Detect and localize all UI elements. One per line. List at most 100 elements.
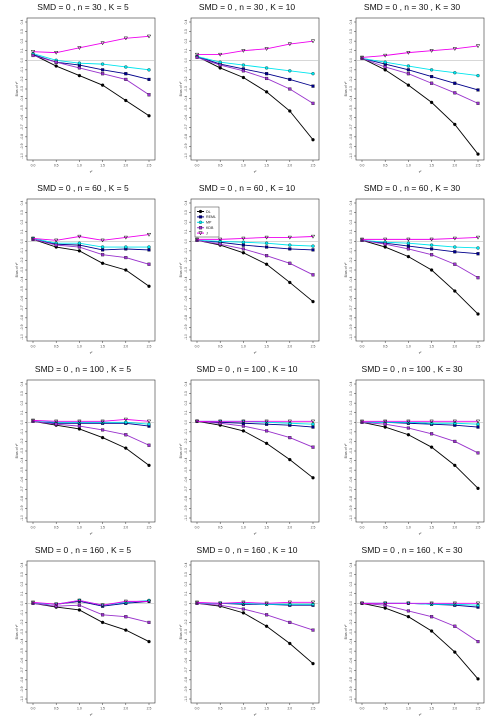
y-tick-label: -0.7	[20, 667, 24, 673]
x-tick-label: 2.5	[476, 526, 481, 530]
y-tick-label: -0.8	[20, 315, 24, 321]
marker-j	[429, 419, 434, 424]
y-tick-label: 0.1	[349, 410, 353, 415]
marker-reml	[198, 215, 203, 219]
series-line-kdb	[32, 55, 150, 96]
marker-dl	[124, 628, 128, 632]
panel-title: SMD = 0 , n = 100 , K = 30	[362, 364, 463, 374]
marker-j	[359, 237, 365, 242]
panel-title: SMD = 0 , n = 60 , K = 10	[199, 183, 295, 193]
x-tick-label: 1.0	[77, 526, 82, 530]
y-tick-label: 0.4	[184, 201, 188, 206]
marker-j	[194, 419, 200, 424]
marker-j	[30, 600, 36, 605]
x-axis-label: τ²	[90, 351, 93, 355]
marker-j	[452, 601, 457, 606]
marker-kdb	[288, 436, 292, 440]
marker-kdb	[383, 242, 387, 246]
y-tick-label: -0.8	[20, 677, 24, 683]
x-tick-label: 2.0	[452, 345, 457, 349]
y-axis-label: Bias of τ²	[15, 262, 19, 277]
y-tick-label: -0.2	[184, 76, 188, 82]
marker-kdb	[476, 276, 480, 280]
marker-dl	[383, 425, 387, 429]
x-tick-label: 1.5	[100, 164, 105, 168]
marker-mp	[476, 73, 480, 78]
x-tick-label: 2.0	[452, 526, 457, 530]
y-axis-label: Bias of τ²	[344, 443, 348, 458]
y-tick-label: -0.4	[184, 277, 188, 283]
x-axis-label: τ²	[90, 713, 93, 717]
plot-frame	[26, 17, 156, 161]
series-line-reml	[361, 239, 479, 255]
marker-j	[383, 53, 388, 58]
y-tick-label: -0.1	[349, 248, 353, 254]
x-tick-label: 0.0	[360, 707, 365, 711]
y-tick-label: -0.7	[184, 667, 188, 673]
series-line-dl	[32, 602, 150, 642]
marker-mp	[100, 245, 105, 249]
y-tick-label: 0.1	[20, 229, 24, 234]
marker-j	[218, 52, 223, 57]
marker-kdb	[265, 613, 269, 617]
marker-j	[123, 36, 128, 41]
y-tick-label: 0.0	[20, 420, 24, 425]
series-line-kdb	[196, 420, 314, 448]
marker-j	[77, 46, 82, 51]
marker-dl	[241, 611, 246, 615]
y-tick-label: 0.2	[349, 220, 353, 225]
y-tick-label: -0.7	[20, 124, 24, 130]
y-tick-label: 0.3	[184, 572, 188, 577]
legend-label: J	[206, 231, 208, 235]
plot-frame	[190, 379, 320, 523]
marker-kdb	[198, 226, 203, 230]
marker-mp	[77, 241, 82, 245]
marker-kdb	[476, 451, 480, 455]
marker-mp	[264, 66, 269, 70]
marker-mp	[264, 241, 269, 245]
marker-j	[310, 39, 316, 44]
plot-frame	[26, 379, 156, 523]
marker-reml	[453, 250, 457, 254]
marker-dl	[288, 457, 292, 462]
series-line-j	[32, 35, 150, 54]
y-tick-label: 0.3	[349, 572, 353, 577]
marker-j	[218, 237, 223, 242]
marker-j	[287, 42, 292, 47]
series-line-kdb	[361, 421, 479, 454]
marker-reml	[406, 244, 410, 248]
marker-kdb	[147, 93, 151, 97]
marker-j	[406, 601, 411, 606]
marker-mp	[383, 60, 387, 64]
marker-kdb	[453, 439, 457, 443]
marker-mp	[406, 241, 411, 245]
y-tick-label: -0.4	[184, 639, 188, 645]
y-tick-label: -0.6	[349, 658, 353, 664]
x-tick-label: 0.0	[195, 164, 200, 168]
series-line-j	[197, 40, 314, 55]
y-tick-label: -0.3	[184, 448, 188, 454]
x-tick-label: 0.5	[218, 164, 223, 168]
marker-j	[123, 235, 128, 240]
marker-kdb	[101, 428, 105, 432]
series-line-j	[361, 45, 479, 58]
x-tick-label: 1.5	[264, 707, 269, 711]
y-tick-label: -0.6	[184, 115, 188, 121]
marker-reml	[101, 68, 105, 72]
y-tick-label: 0.4	[184, 563, 188, 568]
y-tick-label: -0.9	[184, 505, 188, 511]
marker-reml	[241, 243, 245, 247]
series-line-kdb	[196, 56, 314, 104]
y-tick-label: -0.8	[184, 134, 188, 140]
marker-j	[359, 601, 365, 606]
y-tick-label: 0.3	[20, 572, 24, 577]
x-tick-label: 1.5	[100, 526, 105, 530]
y-tick-label: 0.0	[349, 420, 353, 425]
marker-mp	[241, 63, 246, 67]
series-line-mp	[32, 420, 150, 425]
x-tick-label: 1.0	[241, 526, 246, 530]
y-tick-label: 0.3	[184, 29, 188, 34]
y-tick-label: 0.0	[20, 601, 24, 606]
plot-frame	[26, 198, 156, 342]
